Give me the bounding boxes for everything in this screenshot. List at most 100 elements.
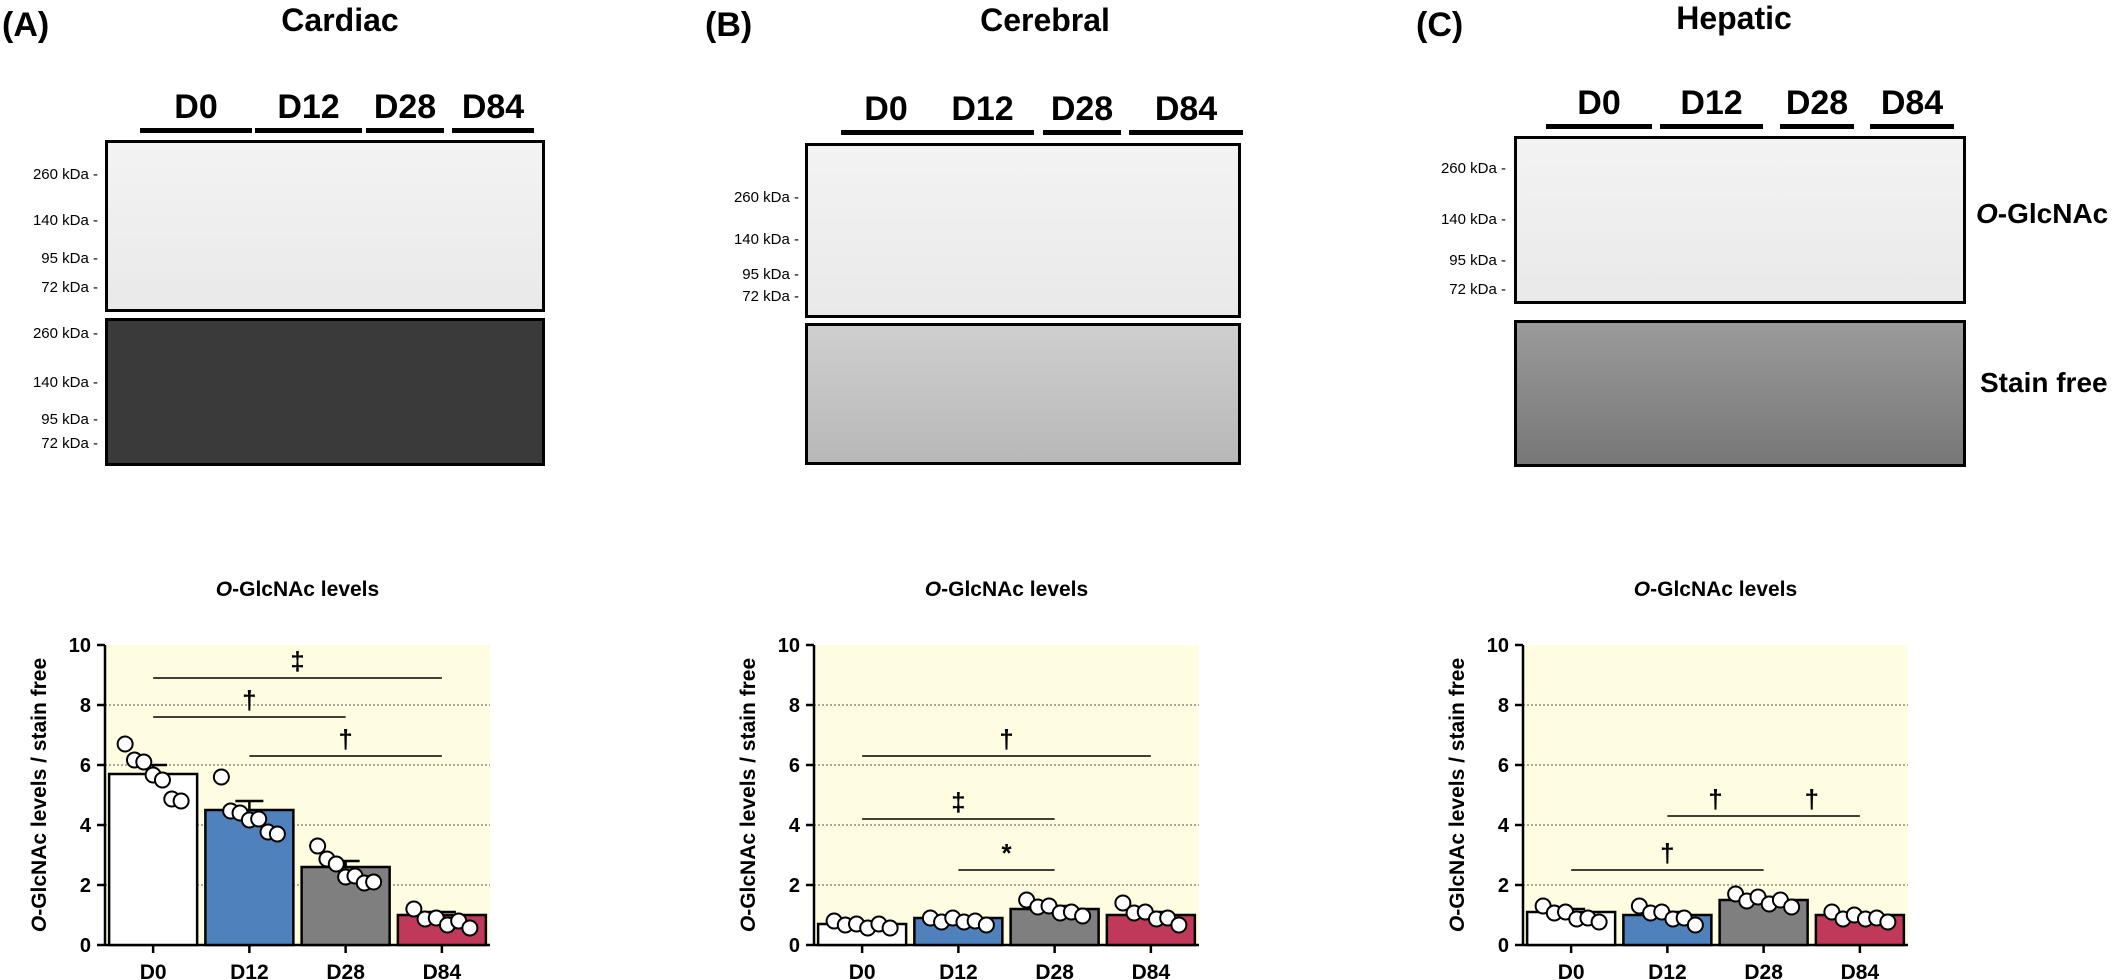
data-point: [1170, 916, 1188, 934]
data-point: [309, 837, 327, 855]
data-point: [268, 825, 286, 843]
x-tick-label: D28: [1035, 961, 1074, 980]
panel-title: Hepatic: [1676, 0, 1792, 36]
y-axis-label: O-GlcNAc levels / stain free: [737, 658, 760, 932]
x-tick-label: D12: [939, 961, 978, 980]
y-tick-label: 4: [789, 815, 801, 837]
timepoint-bar: [841, 130, 931, 135]
data-point: [881, 919, 899, 937]
data-point: [212, 768, 230, 786]
data-point: [116, 735, 134, 753]
data-point: [461, 919, 479, 937]
panel-label: (A): [2, 6, 50, 44]
y-tick-label: 2: [1498, 875, 1509, 897]
timepoint-group: D12: [1660, 84, 1763, 129]
y-tick-label: 4: [1498, 815, 1510, 837]
western-blot-ogcnac: [1514, 136, 1966, 304]
stain-free-blot: [1514, 320, 1966, 467]
plot-background: [814, 645, 1199, 945]
y-tick-label: 2: [80, 875, 91, 897]
chart-title: O-GlcNAc levels: [925, 578, 1088, 601]
x-tick-label: D84: [1841, 961, 1880, 980]
timepoint-label: D12: [1680, 84, 1743, 122]
marker-label: 95 kDa -: [41, 411, 98, 428]
x-tick-label: D0: [140, 961, 167, 980]
panel-cardiac: (A) Cardiac D0 D12 D28 D84 260 kDa - 140…: [0, 0, 709, 980]
timepoint-label: D0: [1577, 84, 1621, 122]
timepoint-label: D84: [1880, 84, 1944, 122]
timepoint-group: D12: [931, 90, 1034, 135]
y-tick-label: 6: [789, 755, 800, 777]
x-tick-label: D28: [326, 961, 365, 980]
y-tick-label: 0: [1498, 935, 1509, 957]
panel-title: Cerebral: [980, 2, 1110, 38]
significance-label: †: [242, 685, 256, 715]
timepoint-bar: [1546, 124, 1652, 129]
timepoint-label: D28: [373, 88, 437, 126]
data-point: [365, 873, 383, 891]
timepoint-label: D0: [174, 88, 218, 126]
western-blot-ogcnac: [105, 140, 545, 312]
x-tick-label: D12: [1648, 961, 1687, 980]
marker-label: 72 kDa -: [41, 435, 98, 452]
data-point: [1686, 916, 1704, 934]
y-tick-label: 0: [789, 935, 800, 957]
bar-chart-cerebral: O-GlcNAc levels 0 2 4 6 8 10 O-GlcNAc levels / …: [737, 578, 1199, 980]
timepoint-label: D0: [864, 90, 908, 128]
x-tick-label: D12: [230, 961, 269, 980]
marker-label: 140 kDa -: [733, 231, 799, 248]
marker-label: 260 kDa -: [1440, 160, 1506, 177]
y-tick-label: 8: [80, 695, 91, 717]
significance-label: †: [1805, 784, 1819, 814]
timepoint-label: D12: [951, 90, 1014, 128]
plot-background: [1523, 645, 1908, 945]
label-rest: -GlcNAc: [1997, 198, 2109, 229]
marker-label: 95 kDa -: [742, 266, 799, 283]
timepoint-bar: [1043, 130, 1121, 135]
timepoint-bar: [452, 128, 534, 133]
timepoint-group: D28: [1043, 90, 1121, 135]
timepoint-label: D84: [1154, 90, 1218, 128]
timepoint-bar: [1660, 124, 1763, 129]
significance-label: †: [1660, 838, 1674, 868]
data-point: [1783, 898, 1801, 916]
marker-label: 260 kDa -: [32, 166, 98, 183]
timepoint-bar: [931, 130, 1034, 135]
chart-title: O-GlcNAc levels: [1634, 578, 1797, 601]
y-axis-label: O-GlcNAc levels / stain free: [1446, 658, 1469, 932]
y-tick-label: 10: [778, 635, 800, 657]
stain-free-blot: [805, 323, 1241, 465]
timepoint-group: D84: [452, 88, 534, 133]
italic-prefix: O: [1976, 198, 1998, 229]
significance-label: †: [999, 724, 1013, 754]
data-point: [1074, 907, 1092, 925]
data-point: [153, 771, 171, 789]
timepoint-bar: [255, 128, 362, 133]
y-tick-label: 8: [1498, 695, 1509, 717]
western-blot-ogcnac: [805, 143, 1241, 318]
data-point: [977, 916, 995, 934]
data-point: [1590, 913, 1608, 931]
y-tick-label: 4: [80, 815, 92, 837]
bar-chart-hepatic: O-GlcNAc levels 0 2 4 6 8 10 O-GlcNAc levels / …: [1446, 578, 1908, 980]
y-tick-label: 6: [1498, 755, 1509, 777]
marker-label: 72 kDa -: [742, 288, 799, 305]
y-tick-label: 0: [80, 935, 91, 957]
x-tick-label: D84: [1132, 961, 1171, 980]
timepoint-label: D84: [461, 88, 525, 126]
timepoint-group: D0: [841, 90, 931, 135]
data-point: [1114, 894, 1132, 912]
timepoint-bar: [1129, 130, 1243, 135]
data-point: [250, 810, 268, 828]
marker-label: 95 kDa -: [41, 250, 98, 267]
bar: [107, 772, 199, 947]
data-point: [172, 792, 190, 810]
marker-label: 260 kDa -: [32, 325, 98, 342]
timepoint-group: D28: [1780, 84, 1854, 129]
panel-hepatic: (C) Hepatic D0 D12 D28 D84 260 kDa - 140…: [1416, 0, 2127, 980]
significance-label: †: [338, 724, 352, 754]
marker-label: 95 kDa -: [1449, 252, 1506, 269]
bar-chart-cardiac: O-GlcNAc levels 0 2 4 6 8 10 O-GlcNAc levels / …: [28, 578, 490, 980]
y-tick-label: 2: [789, 875, 800, 897]
timepoint-bar: [140, 128, 252, 133]
